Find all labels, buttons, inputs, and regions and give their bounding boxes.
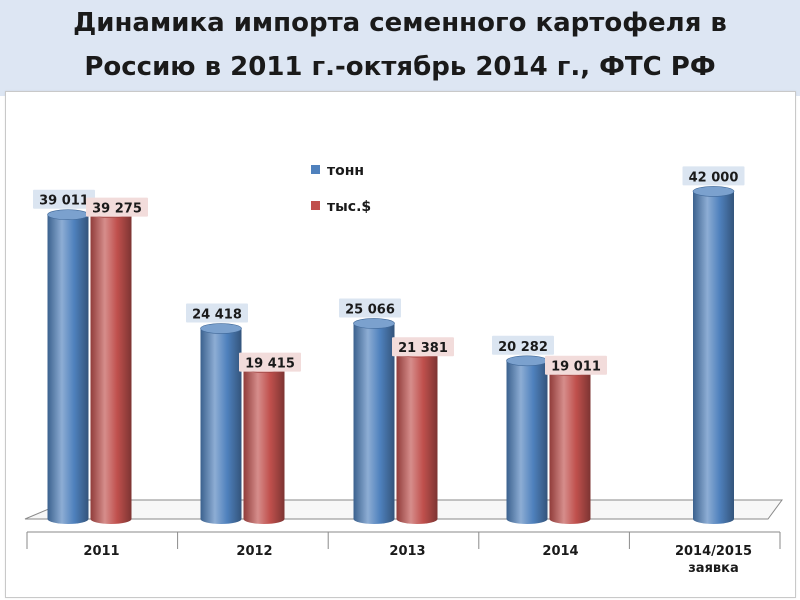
data-label-bg bbox=[186, 303, 248, 323]
slide-title-line-2: Россию в 2011 г.-октябрь 2014 г., ФТС РФ bbox=[84, 52, 716, 82]
bar-top bbox=[692, 186, 735, 197]
legend-swatch-1 bbox=[311, 201, 320, 210]
data-label-bg bbox=[492, 335, 554, 355]
data-label: 25 066 bbox=[345, 302, 395, 317]
bar-tonn-2012 bbox=[200, 323, 242, 524]
x-tick-label: 2013 bbox=[389, 544, 425, 559]
bar-body bbox=[549, 370, 591, 524]
x-tick-label: 2011 bbox=[83, 544, 119, 559]
bar-usd-2013 bbox=[396, 346, 438, 524]
data-label-bg bbox=[545, 355, 607, 375]
title-band: Динамика импорта семенного картофеля в Р… bbox=[0, 0, 800, 96]
bar-top bbox=[47, 209, 89, 221]
bar-usd-2012 bbox=[243, 362, 285, 524]
legend-label-0: тонн bbox=[327, 163, 364, 179]
bar-body bbox=[90, 212, 132, 524]
data-label: 42 000 bbox=[689, 170, 739, 185]
x-tick-label: 2014/2015 bbox=[675, 544, 752, 559]
bar-tonn-2011 bbox=[47, 209, 89, 524]
bar-body bbox=[396, 352, 438, 524]
bar-top bbox=[200, 323, 242, 334]
legend-swatch-0 bbox=[311, 165, 320, 174]
slide-title-line-1: Динамика импорта семенного картофеля в bbox=[73, 8, 727, 38]
bar-top bbox=[506, 355, 548, 367]
bar-usd-2011 bbox=[90, 207, 132, 524]
data-label: 19 415 bbox=[245, 357, 295, 372]
data-label-bg bbox=[33, 189, 95, 209]
bar-body bbox=[693, 191, 734, 524]
bar-top bbox=[353, 318, 395, 329]
bar-tonn-2014 bbox=[506, 355, 548, 524]
bar-body bbox=[200, 328, 242, 524]
data-label-bg bbox=[339, 298, 401, 318]
data-label-bg bbox=[392, 337, 454, 357]
data-label-bg bbox=[86, 197, 148, 217]
bar-body bbox=[353, 323, 395, 524]
legend-label-1: тыс.$ bbox=[327, 199, 371, 215]
data-label: 39 011 bbox=[39, 194, 89, 209]
bar-tonn-2013 bbox=[353, 318, 395, 524]
bar-body bbox=[243, 367, 285, 524]
x-tick-label: заявка bbox=[688, 561, 739, 576]
bar-usd-2014 bbox=[549, 365, 591, 524]
data-label-bg bbox=[239, 352, 301, 372]
bar-tonn-2014/2015-заявка bbox=[692, 186, 735, 524]
data-label: 21 381 bbox=[398, 341, 448, 356]
data-label: 39 275 bbox=[92, 202, 142, 217]
bar-body bbox=[506, 360, 548, 524]
data-label: 20 282 bbox=[498, 340, 548, 355]
data-label-bg bbox=[682, 166, 745, 186]
x-tick-label: 2012 bbox=[236, 544, 272, 559]
x-tick-label: 2014 bbox=[542, 544, 578, 559]
data-label: 24 418 bbox=[192, 308, 242, 323]
bar-body bbox=[47, 214, 89, 524]
data-label: 19 011 bbox=[551, 360, 601, 375]
